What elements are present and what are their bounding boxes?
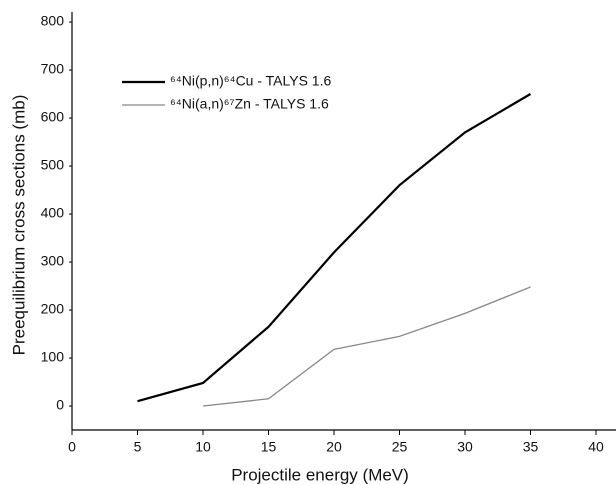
series-line: [202, 286, 531, 407]
x-tick-label: 35: [523, 439, 539, 455]
y-tick-label: 0: [56, 397, 64, 413]
y-tick-label: 600: [41, 109, 65, 125]
x-tick-label: 40: [588, 439, 604, 455]
x-tick-label: 30: [457, 439, 473, 455]
x-tick-label: 0: [68, 439, 76, 455]
y-tick-label: 100: [41, 349, 65, 365]
series-line: [137, 93, 532, 403]
x-axis-label: Projectile energy (MeV): [231, 465, 409, 484]
y-tick-label: 500: [41, 157, 65, 173]
y-tick-label: 200: [41, 301, 65, 317]
y-tick-label: 800: [41, 13, 65, 29]
legend-label: ⁶⁴Ni(a,n)⁶⁷Zn - TALYS 1.6: [170, 96, 329, 112]
y-axis-label: Preequilibrium cross sections (mb): [9, 95, 28, 356]
legend-label: ⁶⁴Ni(p,n)⁶⁴Cu - TALYS 1.6: [170, 73, 331, 89]
x-tick-label: 10: [195, 439, 211, 455]
y-tick-label: 400: [41, 205, 65, 221]
x-tick-label: 25: [392, 439, 408, 455]
y-tick-label: 300: [41, 253, 65, 269]
y-tick-label: 700: [41, 61, 65, 77]
x-tick-label: 5: [134, 439, 142, 455]
x-tick-label: 20: [326, 439, 342, 455]
x-tick-label: 15: [261, 439, 277, 455]
